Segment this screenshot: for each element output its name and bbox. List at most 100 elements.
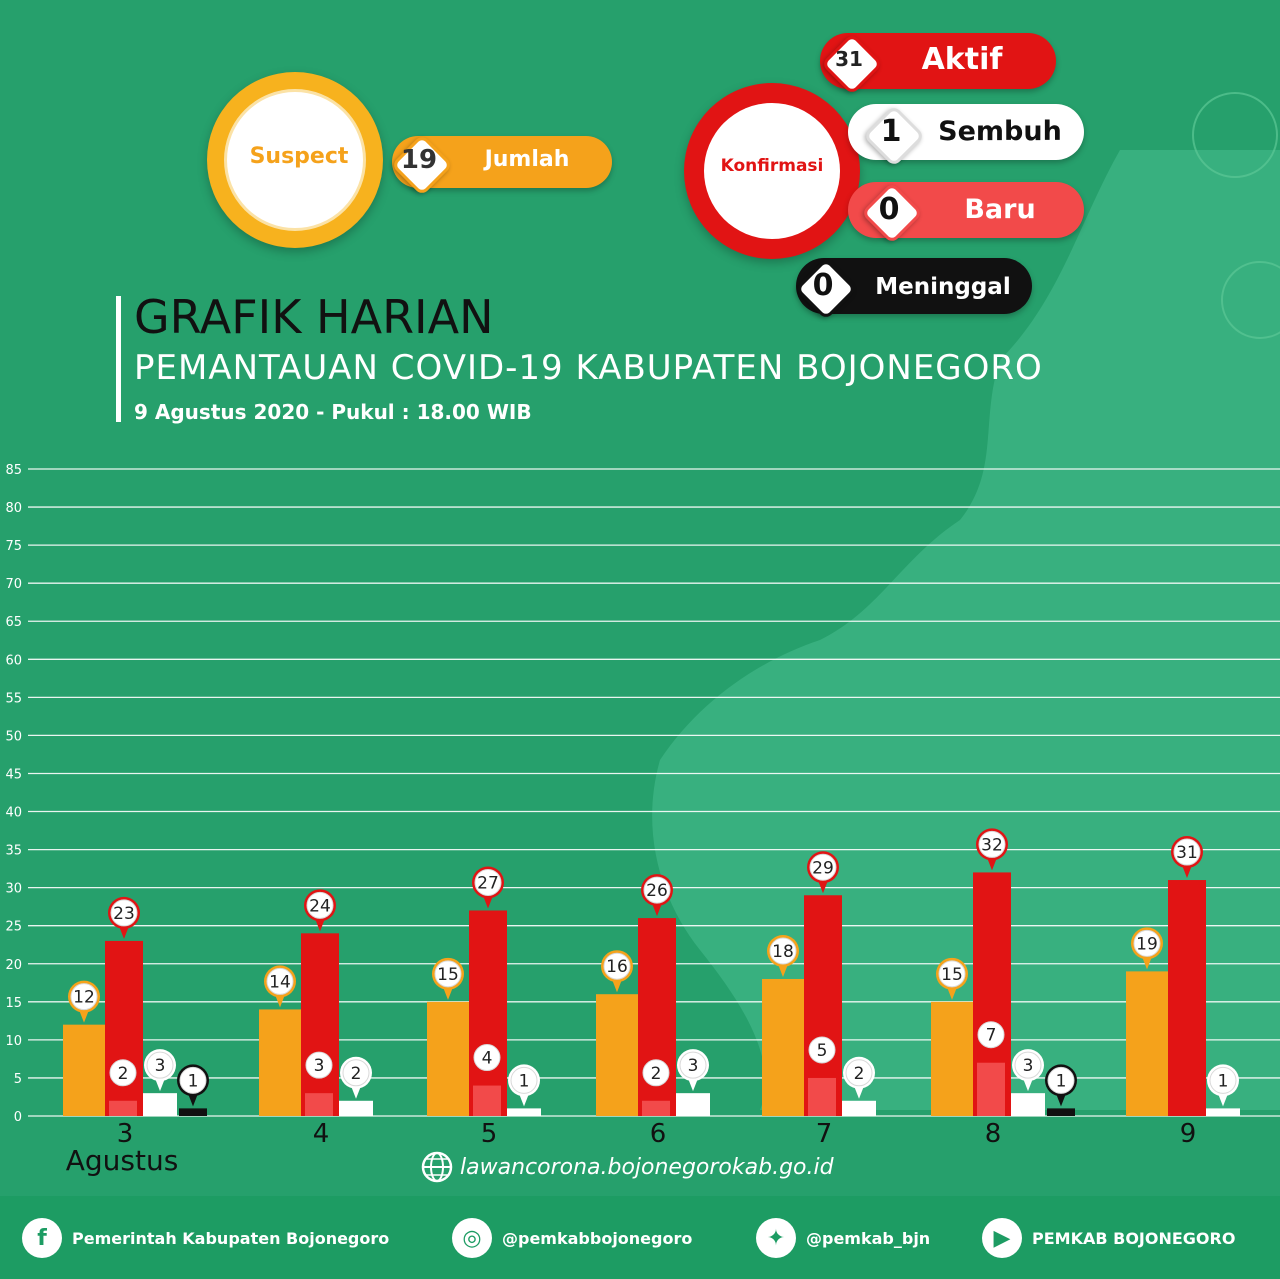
title-accent-bar — [116, 296, 121, 422]
chart-title: GRAFIK HARIAN — [134, 290, 494, 344]
globe-icon — [421, 1151, 453, 1183]
y-tick-label: 65 — [5, 615, 22, 630]
aktif-data-label-bubble — [474, 868, 502, 896]
sembuh-bar — [1206, 1108, 1240, 1116]
x-tick-label: 4 — [313, 1119, 330, 1149]
facebook-icon: f — [22, 1218, 62, 1258]
suspect-bar — [762, 978, 804, 1116]
baru-label: Baru — [964, 194, 1036, 225]
sembuh-data-label: 3 — [688, 1056, 699, 1076]
footer-twitter[interactable]: ✦ @pemkab_bjn — [756, 1216, 930, 1260]
facebook-text: Pemerintah Kabupaten Bojonegoro — [72, 1228, 390, 1248]
suspect-bar — [259, 1009, 301, 1116]
baru-data-label-bubble — [473, 1044, 501, 1072]
suspect-data-label: 19 — [1136, 934, 1158, 954]
y-tick-label: 60 — [5, 653, 22, 668]
footer-youtube[interactable]: ▶ PEMKAB BOJONEGORO — [982, 1216, 1235, 1260]
x-tick-label: 6 — [650, 1119, 667, 1149]
baru-data-label: 5 — [817, 1041, 828, 1061]
suspect-data-label-bubble — [1133, 929, 1161, 957]
baru-bar — [305, 1093, 333, 1116]
baru-data-label: 4 — [482, 1049, 493, 1069]
sembuh-bar — [143, 1093, 177, 1116]
suspect-data-label-bubble — [434, 960, 462, 988]
sembuh-data-label: 1 — [519, 1071, 530, 1091]
instagram-text: @pemkabbojonegoro — [502, 1228, 693, 1248]
suspect-circle-inner — [224, 89, 366, 231]
y-tick-label: 5 — [14, 1072, 22, 1087]
konfirmasi-circle-inner — [704, 103, 840, 239]
sembuh-data-label-bubble — [146, 1051, 174, 1079]
suspect-bar — [931, 1001, 973, 1116]
aktif-data-label-bubble — [110, 899, 138, 927]
meninggal-data-label: 1 — [188, 1071, 199, 1091]
baru-data-label-bubble — [977, 1021, 1005, 1049]
meninggal-bar — [1047, 1108, 1075, 1116]
y-tick-label: 35 — [5, 844, 22, 859]
y-tick-label: 85 — [5, 463, 22, 478]
x-tick-label: 5 — [481, 1119, 498, 1149]
suspect-data-label-bubble — [603, 952, 631, 980]
sembuh-data-label-bubble — [1014, 1051, 1042, 1079]
baru-bar — [473, 1085, 501, 1116]
sembuh-data-label-bubble — [1209, 1066, 1237, 1094]
suspect-bar — [1126, 971, 1168, 1116]
sembuh-bar — [507, 1108, 541, 1116]
meninggal-data-label-bubble — [179, 1066, 207, 1094]
aktif-data-label: 32 — [981, 835, 1003, 855]
x-tick-label: 8 — [985, 1119, 1002, 1149]
x-tick-label: 7 — [816, 1119, 833, 1149]
aktif-data-label-bubble — [1173, 838, 1201, 866]
website-url: lawancorona.bojonegorokab.go.id — [460, 1154, 834, 1180]
sembuh-data-label: 3 — [1023, 1056, 1034, 1076]
suspect-label: Suspect — [249, 144, 349, 169]
baru-bar — [109, 1100, 137, 1116]
youtube-text: PEMKAB BOJONEGORO — [1032, 1228, 1236, 1248]
footer-facebook[interactable]: f Pemerintah Kabupaten Bojonegoro — [22, 1216, 389, 1260]
meninggal-data-label-bubble — [1047, 1066, 1075, 1094]
y-tick-label: 55 — [5, 691, 22, 706]
aktif-data-label: 24 — [309, 896, 331, 916]
meninggal-bar — [179, 1108, 207, 1116]
sembuh-bar — [339, 1100, 373, 1116]
y-tick-label: 40 — [5, 806, 22, 821]
baru-data-label: 2 — [118, 1064, 129, 1084]
baru-data-label: 7 — [986, 1026, 997, 1046]
y-tick-label: 25 — [5, 920, 22, 935]
suspect-data-label-bubble — [938, 960, 966, 988]
meninggal-value: 0 — [812, 268, 834, 303]
x-month-label: Agustus — [66, 1144, 179, 1177]
sembuh-data-label: 2 — [351, 1064, 362, 1084]
aktif-data-label-bubble — [643, 876, 671, 904]
aktif-label: Aktif — [921, 42, 1003, 77]
suspect-data-label-bubble — [70, 983, 98, 1011]
sembuh-data-label: 1 — [1218, 1071, 1229, 1091]
suspect-count-label: Jumlah — [484, 147, 570, 172]
twitter-text: @pemkab_bjn — [806, 1228, 931, 1248]
aktif-data-label-bubble — [809, 853, 837, 881]
suspect-count-value: 19 — [400, 145, 438, 175]
footer-bar — [0, 1196, 1280, 1279]
baru-bar — [642, 1100, 670, 1116]
aktif-data-label: 31 — [1176, 843, 1198, 863]
y-tick-label: 0 — [14, 1110, 22, 1125]
suspect-data-label: 14 — [269, 972, 291, 992]
website-link[interactable]: lawancorona.bojonegorokab.go.id — [420, 1150, 834, 1184]
footer-instagram[interactable]: ◎ @pemkabbojonegoro — [452, 1216, 692, 1260]
aktif-bar — [301, 933, 339, 1116]
aktif-data-label: 23 — [113, 904, 135, 924]
aktif-data-label: 27 — [477, 873, 499, 893]
sembuh-value: 1 — [880, 114, 902, 149]
sembuh-data-label-bubble — [845, 1059, 873, 1087]
instagram-icon: ◎ — [452, 1218, 492, 1258]
suspect-data-label-bubble — [266, 967, 294, 995]
sembuh-data-label: 2 — [854, 1064, 865, 1084]
youtube-icon: ▶ — [982, 1218, 1022, 1258]
y-tick-label: 30 — [5, 882, 22, 897]
meninggal-data-label: 1 — [1056, 1071, 1067, 1091]
suspect-data-label-bubble — [769, 937, 797, 965]
baru-bar — [977, 1062, 1005, 1116]
aktif-bar — [469, 910, 507, 1116]
aktif-data-label: 26 — [646, 881, 668, 901]
